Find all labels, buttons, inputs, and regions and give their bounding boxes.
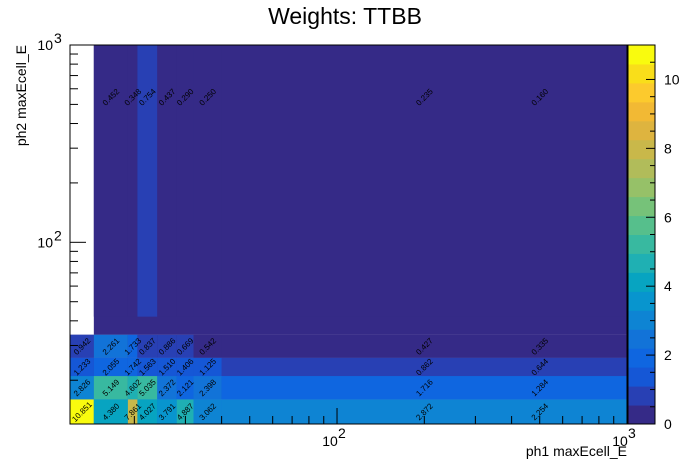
heatmap-cell: [193, 376, 222, 400]
heatmap-cell: [70, 334, 94, 358]
heatmap-cell: [137, 376, 158, 400]
heatmap-cell: [137, 45, 158, 317]
colorbar-swatch: [628, 272, 655, 292]
heatmap-cell: [127, 45, 138, 317]
heatmap-cell: [93, 45, 128, 317]
heatmap-cell: [127, 357, 138, 377]
heatmap-cell: [193, 334, 222, 358]
colorbar-swatch: [628, 196, 655, 217]
heatmap-cell: [70, 399, 94, 424]
heatmap-cell: [93, 334, 128, 358]
heatmap-cell: [193, 357, 222, 377]
colorbar-swatch: [628, 405, 655, 425]
x-tick-exponent: 3: [628, 425, 636, 441]
colorbar-swatch: [628, 177, 655, 198]
heatmap-cell: [127, 399, 138, 424]
colorbar-swatch: [628, 329, 655, 349]
colorbar-swatch: [628, 82, 655, 103]
heatmap-cell: [176, 399, 194, 424]
colorbar-swatch: [628, 101, 655, 122]
y-tick-label: 10: [37, 234, 53, 250]
colorbar-swatch: [628, 45, 655, 65]
colorbar-tick-label: 8: [664, 140, 672, 156]
heatmap-cell: [157, 45, 177, 317]
colorbar-swatch: [628, 215, 655, 235]
heatmap-cell: [137, 399, 158, 424]
colorbar-swatch: [628, 291, 655, 311]
plot-frame: [69, 44, 628, 425]
colorbar-swatch: [628, 367, 655, 387]
x-tick-label: 10: [322, 433, 338, 449]
colorbar-swatch: [628, 139, 655, 160]
heatmap-cell: [157, 334, 177, 358]
colorbar-swatch: [628, 348, 655, 368]
heatmap-cell: [193, 45, 222, 317]
heatmap-cell: [93, 357, 128, 377]
x-tick-exponent: 2: [338, 425, 346, 441]
heatmap-cell: [193, 399, 222, 424]
heatmap-cell: [93, 399, 128, 424]
heatmap-cell: [176, 376, 194, 400]
colorbar-swatch: [628, 253, 655, 273]
heatmap-cell: [221, 334, 628, 358]
colorbar-tick-label: 0: [664, 416, 672, 432]
colorbar-swatch: [628, 310, 655, 330]
heatmap-cell: [137, 357, 158, 377]
heatmap-cell: [157, 357, 177, 377]
colorbar-tick-label: 6: [664, 209, 672, 225]
colorbar-tick-label: 4: [664, 278, 672, 294]
heatmap-cell: [176, 334, 194, 358]
colorbar-tick-label: 10: [664, 71, 680, 87]
heatmap-cell: [176, 45, 194, 317]
heatmap-cell: [127, 334, 138, 358]
y-tick-exponent: 3: [54, 30, 62, 46]
heatmap-cell: [176, 357, 194, 377]
heatmap-cell: [70, 357, 94, 377]
colorbar-tick-label: 2: [664, 347, 672, 363]
colorbar-swatch: [628, 63, 655, 84]
heatmap-cell: [157, 376, 177, 400]
heatmap-cell: [221, 45, 628, 317]
heatmap-cell: [221, 376, 628, 400]
y-tick-label: 10: [37, 37, 53, 53]
x-axis-label: ph1 maxEcell_E: [526, 443, 627, 459]
colorbar-swatch: [628, 234, 655, 254]
y-tick-exponent: 2: [54, 227, 62, 243]
colorbar-swatch: [628, 120, 655, 141]
colorbar-swatch: [628, 386, 655, 406]
heatmap-cell: [157, 399, 177, 424]
y-axis-label: ph2 maxEcell_E: [13, 45, 29, 146]
heatmap-cell: [221, 357, 628, 377]
heatmap-cell: [127, 376, 138, 400]
x-axis-ticks: 10 2 10 3: [133, 408, 636, 449]
heatmap-cell: [137, 334, 158, 358]
colorbar: 0 2 4 6 8 10: [627, 44, 680, 432]
heatmap-cells: [70, 45, 628, 424]
x-tick-label: 10: [612, 433, 628, 449]
heatmap-cell: [70, 376, 94, 400]
colorbar-swatch: [628, 158, 655, 179]
heatmap-cell: [93, 376, 128, 400]
chart-title: Weights: TTBB: [268, 3, 422, 29]
